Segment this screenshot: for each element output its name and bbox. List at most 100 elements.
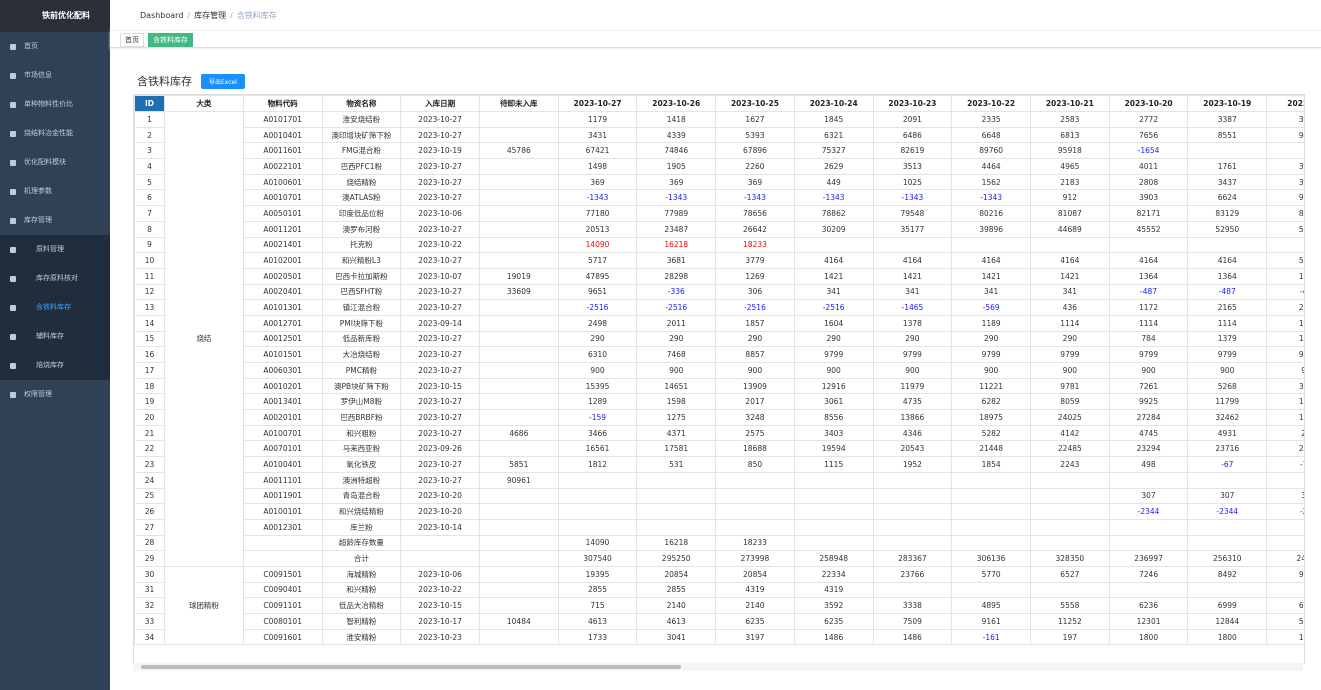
cell-value: 1627: [715, 111, 795, 128]
cell-value: -1343: [557, 189, 638, 207]
cell-date: 2023-10-27: [400, 362, 480, 379]
breadcrumb-item[interactable]: Dashboard: [140, 11, 184, 20]
cell-pending: 5851: [478, 456, 559, 473]
row: 20 A0020101 巴西BRBF粉 2023-10-27 -159 1275 3248 8…: [134, 409, 1304, 426]
export-button[interactable]: 导出Excel: [201, 74, 245, 89]
submenu-item[interactable]: 焙烧库存: [0, 351, 110, 380]
cell-value: 1498: [557, 158, 638, 175]
cell-value: 369: [557, 173, 638, 191]
cell-value: 12844: [1187, 613, 1268, 630]
cell-value: 67896: [715, 142, 795, 160]
row: 34 C0091601 淮安精粉 2023-10-23 1733 3041 3197 1486…: [134, 628, 1304, 646]
cell-name: 合计: [321, 550, 402, 567]
cell-value: 4142: [1029, 424, 1110, 442]
cell-value: 81087: [1029, 205, 1110, 222]
cell-value: 3779: [715, 252, 795, 269]
menu-item[interactable]: 单种物料性价比: [0, 90, 110, 119]
cell-value: 9781: [1029, 377, 1110, 395]
row: 19 A0013401 罗伊山M8粉 2023-10-27 1289 1598 2017 30…: [134, 393, 1304, 411]
cell-value: [1029, 518, 1110, 536]
row: 3 A0011601 FMG混合粉 2023-10-19 45786 67421 74846…: [134, 142, 1304, 160]
cell-value: 1114: [1108, 314, 1189, 332]
cell-value: 1172: [1108, 299, 1189, 316]
cell-value: 3592: [793, 597, 874, 614]
cell-id: 11: [134, 267, 166, 285]
cell-name: 智利精粉: [321, 613, 402, 630]
cell-value: 341: [872, 283, 953, 301]
cell-value: 1114: [1029, 314, 1110, 332]
cell-value: 27284: [1108, 409, 1189, 426]
cell-value: 8059: [1029, 393, 1110, 411]
menu-item[interactable]: 库存管理: [0, 206, 110, 235]
cell-value: 1604: [793, 314, 874, 332]
cell-value: 129: [1266, 393, 1304, 411]
cell-name: 巴西卡拉加斯粉: [321, 267, 402, 285]
cell-value: [1266, 581, 1304, 599]
tag[interactable]: 含铁料库存: [148, 33, 193, 47]
cell-date: 2023-10-27: [400, 409, 480, 426]
cell-pending: [478, 126, 559, 144]
menu-item[interactable]: 优化配料模块: [0, 148, 110, 177]
breadcrumb-item[interactable]: 库存管理: [194, 11, 227, 20]
cell-value: 328350: [1029, 550, 1110, 567]
cell-date: [400, 534, 480, 552]
cell-value: -2344: [1187, 503, 1268, 520]
cell-value: 1364: [1187, 267, 1268, 285]
menu-item[interactable]: 烧结料冶金性能: [0, 119, 110, 148]
cell-value: 21448: [951, 440, 1031, 458]
row: 32 C0091101 低品大冶精粉 2023-10-15 715 2140 2140 359…: [134, 597, 1304, 614]
cell-pending: [478, 628, 559, 646]
cell-value: 2011: [636, 314, 717, 332]
cell-value: 1800: [1187, 628, 1268, 646]
cell-value: 699: [1266, 597, 1304, 614]
cell-value: 47895: [557, 267, 638, 285]
cell-value: 577: [1266, 613, 1304, 630]
cell-value: 180: [1266, 628, 1304, 646]
cell-code: A0100601: [242, 173, 323, 191]
cell-name: 低品大冶精粉: [321, 597, 402, 614]
cell-value: 16561: [557, 440, 638, 458]
cell-pending: 90961: [478, 471, 559, 489]
cell-value: 9799: [1187, 346, 1268, 363]
cell-value: 1418: [636, 111, 717, 128]
cell-value: 26642: [715, 220, 795, 238]
cell-code: A0101301: [242, 299, 323, 316]
cell-id: 16: [134, 346, 166, 363]
cell-value: 1421: [793, 267, 874, 285]
submenu-item[interactable]: 库存原料核对: [0, 264, 110, 293]
submenu-item[interactable]: 原料管理: [0, 235, 110, 264]
cell-value: 16218: [636, 534, 717, 552]
cell-value: 3466: [557, 424, 638, 442]
menu-item[interactable]: 权限管理: [0, 380, 110, 409]
cell-id: 19: [134, 393, 166, 411]
submenu-item[interactable]: 辅料库存: [0, 322, 110, 351]
cell-value: 1854: [951, 456, 1031, 473]
cell-name: 托克粉: [321, 236, 402, 254]
cell-value: -2516: [636, 299, 717, 316]
cell-value: 373: [1266, 111, 1304, 128]
column-header: 2023-10-25: [715, 95, 795, 112]
cell-pending: [478, 518, 559, 536]
cell-pending: [478, 597, 559, 614]
cell-value: 273998: [715, 550, 795, 567]
cell-date: 2023-10-06: [400, 565, 480, 583]
cell-value: 3197: [715, 628, 795, 646]
cell-value: 243: [1266, 299, 1304, 316]
separator: /: [187, 11, 191, 20]
cell-name: 澳PB块矿筛下粉: [321, 377, 402, 395]
cell-value: 194: [1266, 409, 1304, 426]
cell-category: 烧结: [164, 111, 244, 567]
scrollbar[interactable]: [133, 663, 1303, 671]
menu-item[interactable]: 市场信息: [0, 61, 110, 90]
menu-item[interactable]: 首页: [0, 32, 110, 61]
submenu-item[interactable]: 含铁料库存: [0, 293, 110, 322]
breadcrumb-item[interactable]: 含铁料库存: [236, 11, 277, 20]
row: 22 A0070101 马来西亚粉 2023-09-26 16561 17581 18688…: [134, 440, 1304, 458]
menu-item[interactable]: 机理参数: [0, 177, 110, 206]
cell-pending: 45786: [478, 142, 559, 160]
cell-value: -67: [1187, 456, 1268, 473]
tag[interactable]: 首页: [120, 33, 144, 47]
cell-value: 19594: [793, 440, 874, 458]
cell-value: 12301: [1108, 613, 1189, 630]
cell-pending: [478, 487, 559, 505]
